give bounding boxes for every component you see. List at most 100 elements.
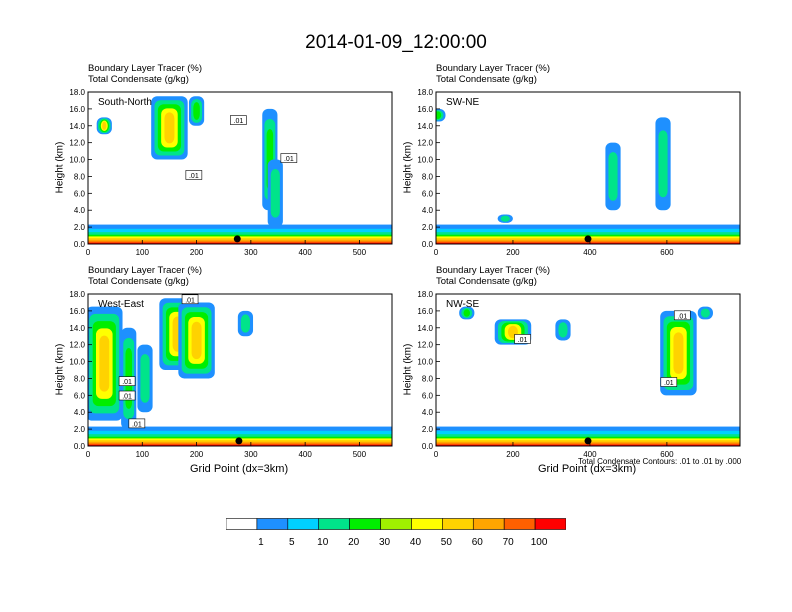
- svg-text:.01: .01: [284, 156, 294, 163]
- boundary-layer-band: [436, 444, 740, 446]
- colorbar-tick-label: 40: [409, 537, 422, 548]
- tracer-plume: [555, 319, 571, 341]
- tracer-plume: [459, 306, 475, 320]
- colorbar-tick-label: 100: [530, 537, 548, 548]
- location-marker: [584, 235, 592, 243]
- x-tick-label: 200: [506, 450, 520, 459]
- y-tick-label: 16.0: [417, 105, 433, 114]
- y-tick-label: 2.0: [74, 425, 86, 434]
- colorbar-tick-label: 20: [348, 537, 360, 548]
- colorbar-swatch: [349, 518, 381, 530]
- y-tick-label: 8.0: [422, 374, 434, 383]
- panel-plot: 0.0 2.0 4.0 6.0 8.0 10.0 12.0 14.0 16.0 18.0 0 200 4…: [417, 88, 741, 257]
- y-tick-label: 18.0: [69, 290, 85, 299]
- y-tick-label: 4.0: [74, 206, 86, 215]
- x-tick-label: 0: [434, 450, 439, 459]
- tracer-plume: [697, 306, 713, 320]
- x-tick-label: 300: [244, 248, 258, 257]
- y-tick-label: 6.0: [74, 189, 86, 198]
- panel-west-east: .01 .01 .01 .01 0.0 2.0 4.0 6.0 8.0 10.0 12.0 14.0 1…: [48, 288, 402, 460]
- colorbar-swatch: [380, 518, 412, 530]
- y-tick-label: 12.0: [69, 341, 85, 350]
- condensate-label: Total Condensate (g/kg): [436, 74, 537, 85]
- tracer-plume: [151, 96, 188, 160]
- x-tick-label: 400: [583, 450, 597, 459]
- x-tick-label: 500: [353, 248, 367, 257]
- condensate-label: Total Condensate (g/kg): [88, 74, 189, 85]
- svg-text:.01: .01: [185, 297, 195, 304]
- y-tick-label: 4.0: [422, 408, 434, 417]
- colorbar-tick-label: 70: [502, 537, 514, 548]
- y-tick-label: 2.0: [422, 425, 434, 434]
- condensate-label: Total Condensate (g/kg): [436, 276, 537, 287]
- tracer-label: Boundary Layer Tracer (%): [88, 265, 203, 276]
- panel-sw-ne: 0.0 2.0 4.0 6.0 8.0 10.0 12.0 14.0 16.0 18.0 0 200 4…: [396, 86, 750, 258]
- contour-label: .01: [118, 376, 136, 386]
- x-tick-label: 100: [136, 248, 150, 257]
- colorbar-tick-label: 30: [378, 537, 391, 548]
- colorbar-tick-label: 10: [317, 537, 329, 548]
- y-axis-title: Height (km): [54, 343, 66, 396]
- boundary-layer-band: [436, 242, 740, 244]
- boundary-layer-band: [88, 242, 392, 244]
- colorbar-tick-label: 50: [440, 537, 452, 548]
- colorbar-swatch: [287, 518, 320, 530]
- y-tick-label: 2.0: [422, 223, 434, 232]
- x-tick-label: 100: [136, 450, 150, 459]
- main-title: 2014-01-09_12:00:00: [305, 32, 487, 53]
- tracer-plume: [188, 96, 205, 126]
- y-tick-label: 14.0: [69, 122, 85, 131]
- panel-plot: .01 .01 .01 0.0 2.0 4.0 6.0 8.0 10.0 12.0 14.0 16.0…: [69, 88, 393, 257]
- colorbar-swatch: [472, 518, 505, 530]
- tracer-label: Boundary Layer Tracer (%): [88, 63, 203, 74]
- colorbar-swatch: [411, 518, 443, 530]
- y-axis-title: Height (km): [402, 343, 414, 396]
- colorbar-swatch: [503, 518, 536, 530]
- svg-text:.01: .01: [677, 313, 687, 320]
- y-tick-label: 10.0: [417, 156, 433, 165]
- x-tick-label: 400: [583, 248, 597, 257]
- contour-label: .01: [230, 115, 247, 125]
- y-tick-label: 18.0: [69, 88, 85, 97]
- panel-plot: .01 .01 .01 0.0 2.0 4.0 6.0 8.0 10.0 12.0 14.0 16.0…: [417, 290, 741, 459]
- x-tick-label: 500: [353, 450, 367, 459]
- contour-label: .01: [660, 377, 678, 387]
- colorbar-swatch: [318, 518, 350, 530]
- tracer-plume: [237, 310, 254, 337]
- contour-label: .01: [280, 153, 298, 163]
- location-marker: [233, 235, 241, 243]
- x-tick-label: 200: [190, 248, 204, 257]
- colorbar-swatch: [256, 518, 289, 530]
- tracer-plume: [497, 214, 513, 223]
- y-tick-label: 2.0: [74, 223, 86, 232]
- tracer-plume: [96, 117, 112, 135]
- y-tick-label: 4.0: [422, 206, 434, 215]
- y-tick-label: 8.0: [74, 172, 86, 181]
- colorbar-swatch: [534, 518, 566, 530]
- colorbar-tick-label: 60: [471, 537, 483, 548]
- section-label: South-North: [98, 97, 152, 108]
- contour-label: .01: [181, 294, 199, 304]
- y-tick-label: 14.0: [69, 324, 85, 333]
- x-tick-label: 300: [244, 450, 258, 459]
- x-tick-label: 600: [660, 248, 674, 257]
- y-tick-label: 8.0: [74, 374, 86, 383]
- y-tick-label: 0.0: [74, 442, 86, 451]
- svg-text:.01: .01: [189, 173, 199, 180]
- svg-text:.01: .01: [132, 421, 142, 428]
- contour-note: Total Condensate Contours: .01 to .01 by…: [578, 457, 742, 466]
- y-tick-label: 4.0: [74, 408, 86, 417]
- location-marker: [584, 437, 592, 445]
- svg-text:.01: .01: [234, 118, 244, 125]
- y-tick-label: 10.0: [417, 358, 433, 367]
- x-axis-title: Grid Point (dx=3km): [538, 463, 637, 475]
- boundary-layer-band: [88, 444, 392, 446]
- y-tick-label: 10.0: [69, 358, 85, 367]
- y-tick-label: 18.0: [417, 290, 433, 299]
- tracer-plume: [88, 306, 123, 421]
- contour-label: .01: [185, 170, 203, 180]
- tracer-plume: [137, 344, 153, 413]
- contour-label: .01: [128, 418, 146, 428]
- colorbar-tick-label: 1: [258, 537, 264, 548]
- condensate-label: Total Condensate (g/kg): [88, 276, 189, 287]
